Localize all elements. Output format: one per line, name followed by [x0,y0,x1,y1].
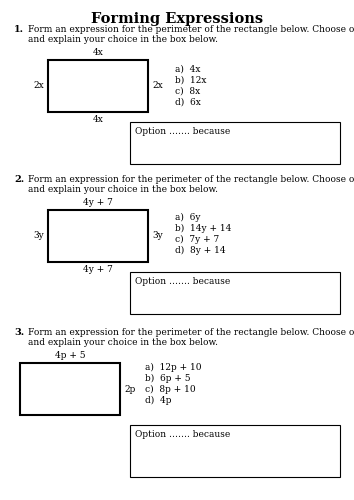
Text: 2.: 2. [14,175,24,184]
Text: a)  12p + 10: a) 12p + 10 [145,363,201,372]
Text: Option ……. because: Option ……. because [135,430,230,439]
Text: a)  4x: a) 4x [175,65,200,74]
Text: b)  14y + 14: b) 14y + 14 [175,224,232,233]
Text: d)  8y + 14: d) 8y + 14 [175,246,225,255]
Text: 4y + 7: 4y + 7 [83,198,113,207]
Bar [20,363,120,415]
Text: Option ……. because: Option ……. because [135,277,230,286]
Text: c)  8p + 10: c) 8p + 10 [145,385,196,394]
Text: d)  6x: d) 6x [175,98,201,107]
Bar [130,272,340,314]
Text: Form an expression for the perimeter of the rectangle below. Choose one option b: Form an expression for the perimeter of … [28,25,354,44]
Text: Option ……. because: Option ……. because [135,127,230,136]
Text: 2p: 2p [124,384,135,394]
Text: Form an expression for the perimeter of the rectangle below. Choose one option b: Form an expression for the perimeter of … [28,328,354,347]
Text: Form an expression for the perimeter of the rectangle below. Choose one option b: Form an expression for the perimeter of … [28,175,354,195]
Text: 3y: 3y [152,232,163,240]
Text: d)  4p: d) 4p [145,396,171,405]
Text: Forming Expressions: Forming Expressions [91,12,263,26]
Bar [130,122,340,164]
Text: 2x: 2x [33,82,44,90]
Text: 3.: 3. [14,328,24,337]
Text: 4y + 7: 4y + 7 [83,265,113,274]
Text: 3y: 3y [33,232,44,240]
Text: a)  6y: a) 6y [175,213,200,222]
Bar [48,210,148,262]
Text: 2x: 2x [152,82,163,90]
Text: c)  8x: c) 8x [175,87,200,96]
Text: c)  7y + 7: c) 7y + 7 [175,235,219,244]
Text: 4x: 4x [92,115,103,124]
Text: 4x: 4x [92,48,103,57]
Text: b)  12x: b) 12x [175,76,206,85]
Text: b)  6p + 5: b) 6p + 5 [145,374,190,383]
Text: 1.: 1. [14,25,24,34]
Bar [130,425,340,477]
Bar [48,60,148,112]
Text: 4p + 5: 4p + 5 [55,351,85,360]
